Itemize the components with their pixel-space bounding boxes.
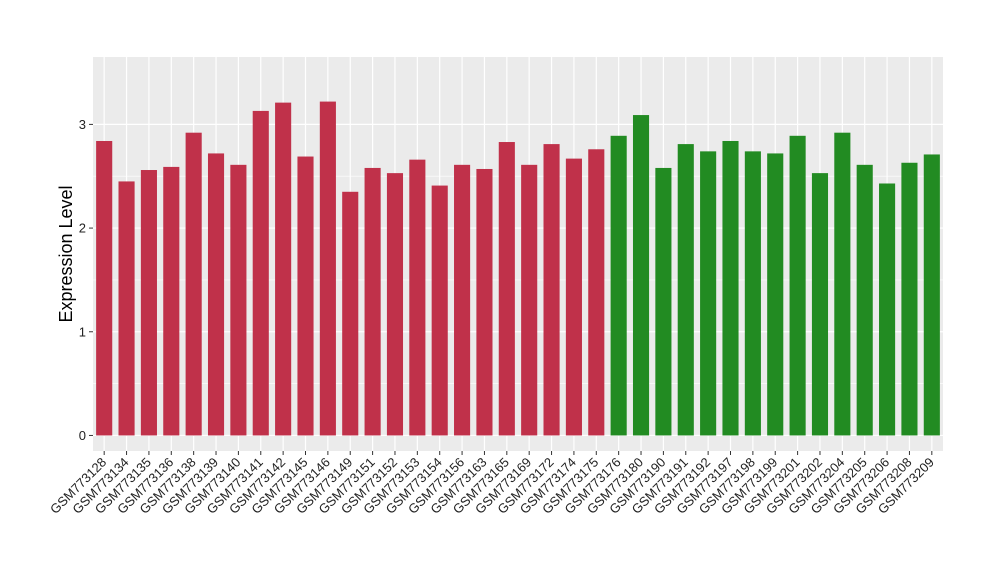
bar bbox=[207, 153, 225, 436]
bar bbox=[476, 168, 493, 436]
y-tick-label: 0 bbox=[79, 428, 86, 443]
bar bbox=[297, 156, 314, 436]
bar bbox=[96, 140, 113, 436]
bar bbox=[722, 140, 739, 436]
bar bbox=[879, 183, 896, 436]
bar bbox=[677, 144, 694, 436]
bar bbox=[521, 164, 538, 436]
bar bbox=[610, 135, 627, 436]
bar bbox=[856, 164, 873, 436]
y-axis-title: Expression Level bbox=[56, 185, 76, 322]
bar bbox=[431, 185, 448, 436]
bar bbox=[342, 191, 359, 436]
bar bbox=[386, 173, 404, 436]
bar bbox=[252, 110, 269, 436]
bar bbox=[655, 167, 672, 436]
bar bbox=[185, 132, 202, 436]
bar bbox=[632, 115, 650, 436]
bar bbox=[275, 102, 292, 436]
bar bbox=[588, 149, 605, 436]
bars bbox=[96, 101, 940, 436]
bar bbox=[543, 144, 560, 436]
bar bbox=[789, 135, 806, 436]
bar bbox=[230, 164, 247, 436]
y-tick-label: 1 bbox=[79, 324, 86, 339]
bar bbox=[163, 166, 180, 436]
bar bbox=[118, 181, 135, 436]
bar bbox=[901, 162, 918, 436]
bar bbox=[565, 158, 582, 436]
bar bbox=[744, 151, 761, 436]
bar bbox=[409, 159, 426, 436]
bar bbox=[319, 101, 336, 436]
bar bbox=[498, 142, 515, 436]
bar bbox=[700, 151, 717, 436]
y-axis: 0 1 2 3 bbox=[79, 117, 93, 443]
bar bbox=[834, 132, 851, 436]
y-tick-label: 3 bbox=[79, 117, 86, 132]
bar bbox=[364, 167, 381, 436]
y-tick-label: 2 bbox=[79, 221, 86, 236]
bar bbox=[811, 173, 829, 436]
x-axis: GSM773128GSM773134GSM773135GSM773136GSM7… bbox=[47, 451, 937, 517]
bar bbox=[140, 170, 157, 436]
bar bbox=[767, 153, 784, 436]
bar bbox=[923, 154, 940, 436]
bar bbox=[454, 164, 471, 436]
